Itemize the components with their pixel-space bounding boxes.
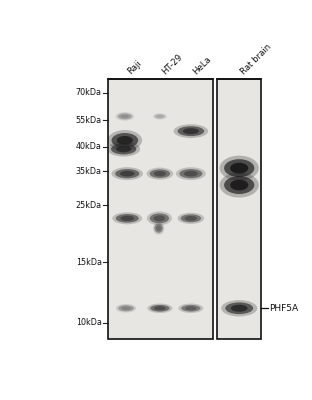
Ellipse shape [112,212,142,224]
Ellipse shape [107,142,140,156]
Ellipse shape [120,216,134,221]
Bar [217,79,261,339]
Text: 70kDa: 70kDa [76,88,102,97]
Text: HT-29: HT-29 [160,52,184,76]
Ellipse shape [150,169,170,178]
Ellipse shape [121,306,131,310]
Ellipse shape [147,168,173,180]
Ellipse shape [154,215,165,221]
Ellipse shape [112,167,143,180]
Ellipse shape [176,167,206,180]
Ellipse shape [178,213,204,224]
Bar [108,79,213,339]
Ellipse shape [225,302,253,314]
Ellipse shape [183,128,199,134]
Ellipse shape [120,114,129,118]
Ellipse shape [153,222,164,235]
Text: PHF5A: PHF5A [269,304,298,313]
Ellipse shape [153,113,167,120]
Ellipse shape [220,172,259,198]
Ellipse shape [221,300,257,316]
Ellipse shape [116,214,139,223]
Ellipse shape [150,305,170,312]
Text: Rat brain: Rat brain [239,42,273,76]
Ellipse shape [156,226,161,231]
Ellipse shape [147,212,172,225]
Ellipse shape [181,305,201,312]
Text: 55kDa: 55kDa [76,116,102,125]
Ellipse shape [111,144,136,154]
Text: Raji: Raji [126,59,144,76]
Ellipse shape [173,124,208,138]
Ellipse shape [185,216,197,221]
Ellipse shape [154,224,163,233]
Ellipse shape [117,136,133,145]
Text: 40kDa: 40kDa [76,142,102,151]
Ellipse shape [116,304,136,312]
Ellipse shape [154,114,165,119]
Ellipse shape [108,130,142,151]
Ellipse shape [220,156,259,181]
Ellipse shape [179,169,202,178]
Ellipse shape [178,304,203,313]
Ellipse shape [147,304,173,313]
Ellipse shape [231,305,247,312]
Ellipse shape [116,146,131,152]
Ellipse shape [112,133,138,148]
Ellipse shape [184,171,198,176]
Ellipse shape [185,306,197,310]
Ellipse shape [178,126,204,136]
Ellipse shape [157,115,163,118]
Ellipse shape [150,213,169,223]
Ellipse shape [118,305,134,311]
Ellipse shape [118,113,132,120]
Ellipse shape [154,306,166,310]
Ellipse shape [120,171,134,176]
Text: HeLa: HeLa [191,54,213,76]
Text: 25kDa: 25kDa [76,200,102,210]
Ellipse shape [230,180,248,190]
Text: 35kDa: 35kDa [76,167,102,176]
Text: 15kDa: 15kDa [76,258,102,266]
Ellipse shape [224,159,254,177]
Ellipse shape [115,112,134,121]
Ellipse shape [224,176,254,194]
Ellipse shape [154,171,166,176]
Ellipse shape [230,163,248,174]
Text: 10kDa: 10kDa [76,318,102,327]
Ellipse shape [115,169,139,178]
Ellipse shape [181,214,201,222]
